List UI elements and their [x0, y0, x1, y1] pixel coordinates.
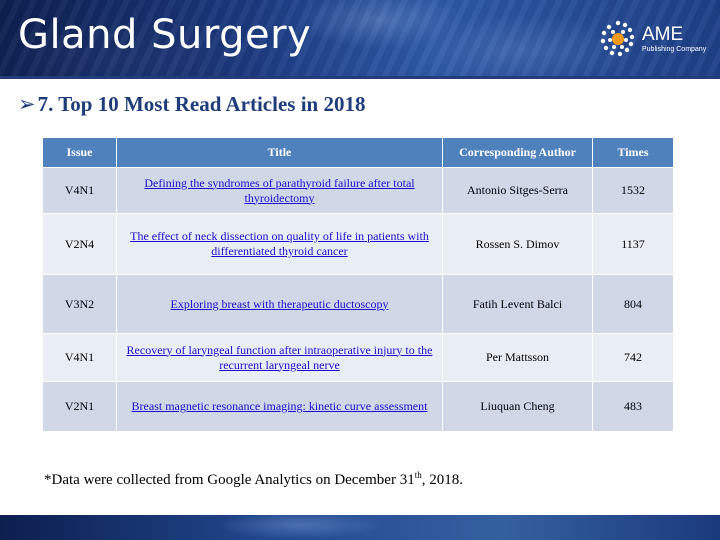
header-banner: Gland Surgery AME Publishing Company: [0, 0, 720, 76]
footnote-text: *Data were collected from Google Analyti…: [44, 472, 415, 488]
article-title-link[interactable]: Defining the syndromes of parathyroid fa…: [144, 175, 415, 205]
journal-title: Gland Surgery: [18, 12, 312, 58]
article-title-link[interactable]: Exploring breast with therapeutic ductos…: [170, 296, 389, 311]
title-cell: Recovery of laryngeal function after int…: [116, 333, 443, 382]
column-header-title: Title: [116, 137, 443, 168]
table-row: V2N4 The effect of neck dissection on qu…: [42, 213, 674, 275]
table-header-row: Issue Title Corresponding Author Times: [42, 137, 674, 168]
section-heading: ➢7. Top 10 Most Read Articles in 2018: [18, 92, 365, 117]
title-cell: The effect of neck dissection on quality…: [116, 213, 443, 275]
times-cell: 804: [592, 274, 674, 334]
author-cell: Per Mattsson: [442, 333, 593, 382]
title-cell: Breast magnetic resonance imaging: kinet…: [116, 381, 443, 432]
title-cell: Defining the syndromes of parathyroid fa…: [116, 167, 443, 214]
table-row: V3N2 Exploring breast with therapeutic d…: [42, 274, 674, 334]
footnote-date-tail: , 2018.: [421, 472, 463, 488]
column-header-times: Times: [592, 137, 674, 168]
times-cell: 742: [592, 333, 674, 382]
logo-name: AME: [642, 24, 684, 45]
footer-banner: [0, 515, 720, 540]
article-title-link[interactable]: The effect of neck dissection on quality…: [130, 229, 429, 258]
author-cell: Liuquan Cheng: [442, 381, 593, 432]
section-heading-text: 7. Top 10 Most Read Articles in 2018: [37, 92, 366, 116]
title-cell: Exploring breast with therapeutic ductos…: [116, 274, 443, 334]
table-row: V4N1 Recovery of laryngeal function afte…: [42, 333, 674, 382]
issue-cell: V4N1: [42, 333, 117, 382]
data-source-footnote: *Data were collected from Google Analyti…: [44, 470, 463, 489]
arrow-bullet-icon: ➢: [18, 92, 36, 116]
column-header-author: Corresponding Author: [442, 137, 593, 168]
times-cell: 1137: [592, 213, 674, 275]
issue-cell: V3N2: [42, 274, 117, 334]
articles-table: Issue Title Corresponding Author Times V…: [42, 137, 674, 432]
table-row: V2N1 Breast magnetic resonance imaging: …: [42, 381, 674, 432]
ame-logo-icon: [600, 20, 635, 57]
issue-cell: V2N4: [42, 213, 117, 275]
issue-cell: V2N1: [42, 381, 117, 432]
author-cell: Antonio Sitges-Serra: [442, 167, 593, 214]
issue-cell: V4N1: [42, 167, 117, 214]
ame-logo: AME Publishing Company: [598, 14, 714, 64]
article-title-link[interactable]: Recovery of laryngeal function after int…: [126, 342, 433, 372]
author-cell: Fatih Levent Balci: [442, 274, 593, 334]
header-divider: [0, 76, 720, 79]
footnote-superscript: th: [414, 470, 422, 480]
column-header-issue: Issue: [42, 137, 117, 168]
author-cell: Rossen S. Dimov: [442, 213, 593, 275]
table-row: V4N1 Defining the syndromes of parathyro…: [42, 167, 674, 214]
article-title-link[interactable]: Breast magnetic resonance imaging: kinet…: [131, 399, 428, 413]
times-cell: 1532: [592, 167, 674, 214]
times-cell: 483: [592, 381, 674, 432]
logo-subtitle: Publishing Company: [642, 46, 707, 53]
